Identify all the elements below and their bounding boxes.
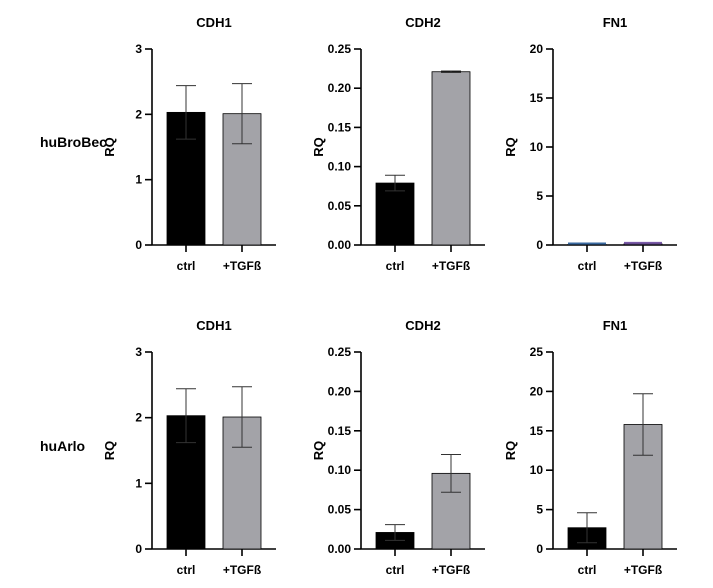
x-tick-label: +TGFß	[624, 563, 662, 577]
row-label-hubrobec: huBroBec	[40, 134, 107, 150]
y-tick-label: 20	[530, 42, 544, 56]
chart-panel-3: 0 1 2 3 ctrl +TGFß CDH1 RQ	[102, 318, 276, 577]
x-tick-label: ctrl	[177, 259, 196, 273]
chart-panel-2: 0 5 10 15 20 ctrl +TGFß FN1 RQ	[503, 15, 677, 273]
y-tick-label: 0	[135, 542, 142, 556]
chart-title: CDH1	[196, 15, 231, 30]
x-tick-label: +TGFß	[432, 563, 470, 577]
y-tick-label: 0.10	[328, 160, 352, 174]
y-tick-label: 1	[135, 173, 142, 187]
bar-tgfb	[431, 71, 471, 246]
y-tick-label: 1	[135, 476, 142, 490]
x-tick-label: ctrl	[578, 259, 597, 273]
y-axis-label: RQ	[311, 137, 326, 157]
x-tick-label: ctrl	[578, 563, 597, 577]
y-tick-label: 0	[536, 542, 543, 556]
y-axis-label: RQ	[311, 441, 326, 461]
y-tick-label: 0.15	[328, 424, 352, 438]
y-tick-label: 0.25	[328, 42, 352, 56]
y-tick-label: 0.00	[328, 238, 352, 252]
chart-title: FN1	[603, 318, 628, 333]
y-axis-label: RQ	[503, 441, 518, 461]
chart-panel-0: 0 1 2 3 ctrl +TGFß CDH1 RQ	[102, 15, 276, 273]
y-tick-label: 25	[530, 345, 544, 359]
chart-title: CDH1	[196, 318, 231, 333]
y-tick-label: 20	[530, 384, 544, 398]
bar-ctrl	[375, 182, 415, 246]
y-tick-label: 3	[135, 42, 142, 56]
y-tick-label: 0.05	[328, 503, 352, 517]
x-tick-label: +TGFß	[223, 563, 261, 577]
y-tick-label: 0.20	[328, 384, 352, 398]
y-axis-label: RQ	[503, 137, 518, 157]
x-tick-label: ctrl	[386, 259, 405, 273]
y-tick-label: 0.25	[328, 345, 352, 359]
y-tick-label: 0	[135, 238, 142, 252]
chart-title: FN1	[603, 15, 628, 30]
x-tick-label: +TGFß	[432, 259, 470, 273]
y-tick-label: 15	[530, 424, 544, 438]
x-tick-label: ctrl	[386, 563, 405, 577]
chart-panel-5: 0 5 10 15 20 25 ctrl +TGFß FN1 RQ	[503, 318, 677, 577]
y-tick-label: 5	[536, 503, 543, 517]
y-tick-label: 10	[530, 140, 544, 154]
chart-title: CDH2	[405, 318, 440, 333]
chart-title: CDH2	[405, 15, 440, 30]
y-tick-label: 0.15	[328, 120, 352, 134]
y-tick-label: 0.10	[328, 463, 352, 477]
y-tick-label: 0.05	[328, 199, 352, 213]
bar-tgfb	[623, 243, 663, 246]
x-tick-label: +TGFß	[223, 259, 261, 273]
y-tick-label: 0	[536, 238, 543, 252]
chart-panel-1: 0.00 0.05 0.10 0.15 0.20 0.25 ctrl +TGFß CDH2 RQ	[311, 15, 485, 273]
x-tick-label: ctrl	[177, 563, 196, 577]
y-tick-label: 10	[530, 463, 544, 477]
y-tick-label: 3	[135, 345, 142, 359]
row-label-huarlo: huArlo	[40, 438, 86, 454]
y-tick-label: 0.20	[328, 81, 352, 95]
y-tick-label: 5	[536, 189, 543, 203]
y-tick-label: 15	[530, 91, 544, 105]
y-axis-label: RQ	[102, 137, 117, 157]
y-tick-label: 2	[135, 411, 142, 425]
y-tick-label: 2	[135, 107, 142, 121]
y-tick-label: 0.00	[328, 542, 352, 556]
y-axis-label: RQ	[102, 441, 117, 461]
x-tick-label: +TGFß	[624, 259, 662, 273]
chart-panel-4: 0.00 0.05 0.10 0.15 0.20 0.25 ctrl +TGFß CDH2 RQ	[311, 318, 485, 577]
